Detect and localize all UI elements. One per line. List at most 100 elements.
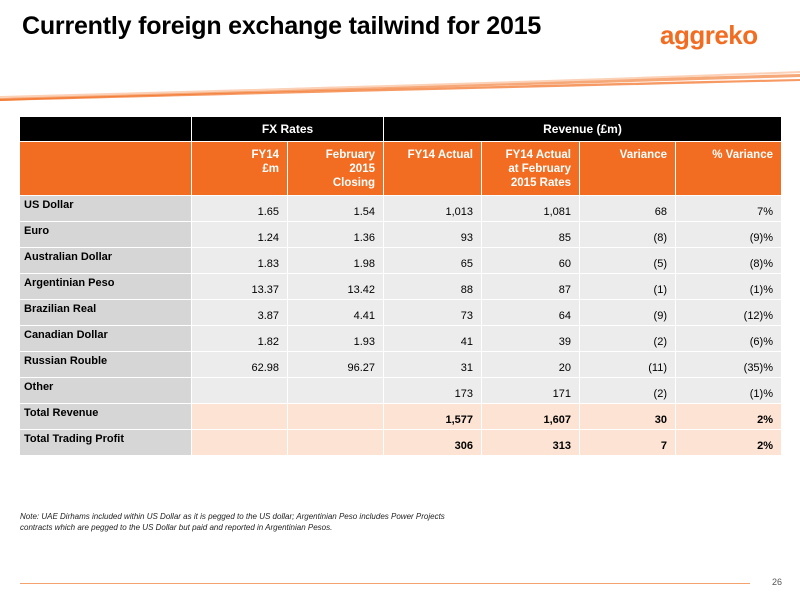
row-label: Australian Dollar bbox=[20, 248, 192, 274]
table-row: Other 173 171 (2) (1)% bbox=[20, 378, 782, 404]
cell-feb-rate bbox=[288, 378, 384, 404]
cell-variance: 68 bbox=[580, 196, 676, 222]
col-header-pct-variance: % Variance bbox=[676, 142, 782, 196]
row-label: US Dollar bbox=[20, 196, 192, 222]
cell-at-feb: 85 bbox=[482, 222, 580, 248]
cell-actual: 1,013 bbox=[384, 196, 482, 222]
cell-pct: (6)% bbox=[676, 326, 782, 352]
column-header-row: FY14 £m February 2015 Closing FY14 Actual F… bbox=[20, 142, 782, 196]
cell-variance: (9) bbox=[580, 300, 676, 326]
cell-at-feb: 313 bbox=[482, 430, 580, 456]
cell-fy14-rate: 3.87 bbox=[192, 300, 288, 326]
total-revenue-row: Total Revenue 1,577 1,607 30 2% bbox=[20, 404, 782, 430]
cell-pct: (1)% bbox=[676, 274, 782, 300]
cell-actual: 88 bbox=[384, 274, 482, 300]
cell-pct: 2% bbox=[676, 404, 782, 430]
cell-actual: 41 bbox=[384, 326, 482, 352]
col-header-feb-2015-closing: February 2015 Closing bbox=[288, 142, 384, 196]
row-label: Brazilian Real bbox=[20, 300, 192, 326]
cell-variance: 7 bbox=[580, 430, 676, 456]
cell-actual: 65 bbox=[384, 248, 482, 274]
aggreko-logo-wordmark: aggreko bbox=[660, 20, 758, 50]
cell-at-feb: 171 bbox=[482, 378, 580, 404]
cell-actual: 173 bbox=[384, 378, 482, 404]
row-label: Total Revenue bbox=[20, 404, 192, 430]
row-label: Euro bbox=[20, 222, 192, 248]
footnote-line: contracts which are pegged to the US Dol… bbox=[20, 523, 333, 532]
cell-fy14-rate: 13.37 bbox=[192, 274, 288, 300]
aggreko-logo: aggreko bbox=[660, 20, 772, 59]
cell-empty bbox=[288, 404, 384, 430]
orange-swoosh-divider bbox=[0, 71, 800, 101]
cell-empty bbox=[288, 430, 384, 456]
table-row: Argentinian Peso 13.37 13.42 88 87 (1) (… bbox=[20, 274, 782, 300]
cell-pct: (12)% bbox=[676, 300, 782, 326]
col-header-fy14-actual-feb-rates: FY14 Actual at February 2015 Rates bbox=[482, 142, 580, 196]
footer-divider bbox=[20, 583, 750, 584]
row-label: Other bbox=[20, 378, 192, 404]
row-label: Canadian Dollar bbox=[20, 326, 192, 352]
row-label: Russian Rouble bbox=[20, 352, 192, 378]
table-row: Brazilian Real 3.87 4.41 73 64 (9) (12)% bbox=[20, 300, 782, 326]
cell-actual: 31 bbox=[384, 352, 482, 378]
revenue-header: Revenue (£m) bbox=[384, 117, 782, 142]
footnote-line: Note: UAE Dirhams included within US Dol… bbox=[20, 512, 445, 521]
cell-at-feb: 20 bbox=[482, 352, 580, 378]
cell-at-feb: 1,607 bbox=[482, 404, 580, 430]
cell-at-feb: 1,081 bbox=[482, 196, 580, 222]
cell-fy14-rate bbox=[192, 378, 288, 404]
cell-actual: 1,577 bbox=[384, 404, 482, 430]
cell-variance: (8) bbox=[580, 222, 676, 248]
cell-variance: 30 bbox=[580, 404, 676, 430]
cell-fy14-rate: 1.82 bbox=[192, 326, 288, 352]
cell-fy14-rate: 1.24 bbox=[192, 222, 288, 248]
cell-at-feb: 64 bbox=[482, 300, 580, 326]
cell-feb-rate: 1.98 bbox=[288, 248, 384, 274]
cell-at-feb: 87 bbox=[482, 274, 580, 300]
cell-feb-rate: 96.27 bbox=[288, 352, 384, 378]
col-header-fy14-actual: FY14 Actual bbox=[384, 142, 482, 196]
cell-fy14-rate: 1.65 bbox=[192, 196, 288, 222]
col-header-variance: Variance bbox=[580, 142, 676, 196]
cell-actual: 306 bbox=[384, 430, 482, 456]
cell-variance: (11) bbox=[580, 352, 676, 378]
table-row: Canadian Dollar 1.82 1.93 41 39 (2) (6)% bbox=[20, 326, 782, 352]
cell-pct: 7% bbox=[676, 196, 782, 222]
total-trading-profit-row: Total Trading Profit 306 313 7 2% bbox=[20, 430, 782, 456]
cell-pct: (35)% bbox=[676, 352, 782, 378]
cell-feb-rate: 1.36 bbox=[288, 222, 384, 248]
cell-variance: (2) bbox=[580, 326, 676, 352]
cell-empty bbox=[192, 430, 288, 456]
cell-variance: (5) bbox=[580, 248, 676, 274]
fx-revenue-table: FX Rates Revenue (£m) FY14 £m February 201… bbox=[20, 117, 782, 456]
row-label: Total Trading Profit bbox=[20, 430, 192, 456]
row-label: Argentinian Peso bbox=[20, 274, 192, 300]
table-row: Russian Rouble 62.98 96.27 31 20 (11) (3… bbox=[20, 352, 782, 378]
cell-fy14-rate: 62.98 bbox=[192, 352, 288, 378]
cell-pct: 2% bbox=[676, 430, 782, 456]
cell-fy14-rate: 1.83 bbox=[192, 248, 288, 274]
cell-actual: 73 bbox=[384, 300, 482, 326]
cell-feb-rate: 1.54 bbox=[288, 196, 384, 222]
fx-rates-header: FX Rates bbox=[192, 117, 384, 142]
cell-actual: 93 bbox=[384, 222, 482, 248]
slide-title: Currently foreign exchange tailwind for … bbox=[22, 12, 542, 40]
page-number: 26 bbox=[771, 577, 782, 587]
group-header-row: FX Rates Revenue (£m) bbox=[20, 117, 782, 142]
cell-feb-rate: 4.41 bbox=[288, 300, 384, 326]
cell-at-feb: 60 bbox=[482, 248, 580, 274]
cell-variance: (1) bbox=[580, 274, 676, 300]
cell-feb-rate: 13.42 bbox=[288, 274, 384, 300]
cell-empty bbox=[192, 404, 288, 430]
header-blank-cell bbox=[20, 117, 192, 142]
cell-pct: (8)% bbox=[676, 248, 782, 274]
table-row: US Dollar 1.65 1.54 1,013 1,081 68 7% bbox=[20, 196, 782, 222]
cell-at-feb: 39 bbox=[482, 326, 580, 352]
footnote: Note: UAE Dirhams included within US Dol… bbox=[20, 511, 540, 533]
cell-pct: (1)% bbox=[676, 378, 782, 404]
cell-pct: (9)% bbox=[676, 222, 782, 248]
table-row: Australian Dollar 1.83 1.98 65 60 (5) (8… bbox=[20, 248, 782, 274]
subheader-blank-cell bbox=[20, 142, 192, 196]
cell-variance: (2) bbox=[580, 378, 676, 404]
svg-text:aggreko: aggreko bbox=[660, 22, 758, 50]
